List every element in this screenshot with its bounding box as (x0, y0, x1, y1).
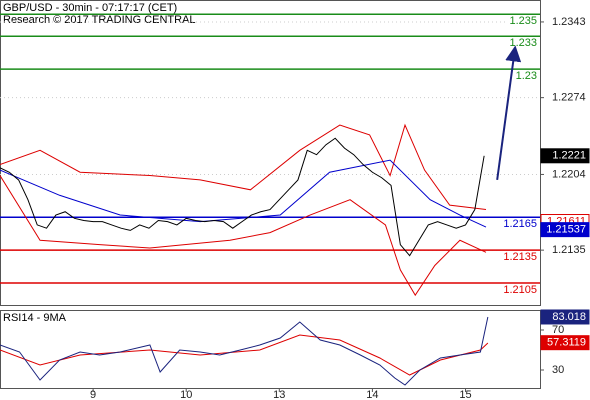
y-tick-label: 30 (552, 364, 564, 376)
y-tick-label: 1.2274 (552, 92, 586, 104)
series-line (0, 159, 487, 228)
series-line (0, 334, 489, 376)
series-line (496, 45, 522, 181)
rsi-frame (0, 310, 541, 389)
value-box (540, 222, 590, 238)
main-frame (0, 0, 541, 306)
series-line (0, 316, 489, 386)
y-tick-label: 70 (552, 324, 564, 336)
x-tick-label: 15 (459, 389, 471, 400)
value-box (540, 148, 590, 164)
y-tick-label: 1.2343 (552, 16, 586, 28)
level-label: 1.235 (509, 15, 537, 27)
value-box-label: 57.3119 (547, 337, 586, 349)
x-tick-label: 10 (180, 389, 192, 400)
level-label: 1.2165 (503, 218, 537, 230)
value-box-label: 83.018 (552, 311, 586, 323)
x-tick-label: 9 (90, 389, 96, 400)
value-box (540, 335, 590, 351)
value-box-label: 1.21537 (546, 224, 586, 236)
y-tick-label: 1.2204 (552, 168, 586, 180)
level-label-bg (501, 218, 539, 231)
value-box-label: 1.2221 (552, 150, 586, 162)
level-label-bg (507, 15, 539, 28)
x-tick-label: 13 (273, 389, 285, 400)
series-line (0, 123, 487, 211)
level-label: 1.2135 (503, 251, 537, 263)
value-box (540, 309, 590, 325)
series-line (0, 175, 487, 297)
level-label-bg (501, 251, 539, 264)
chart-title: GBP/USD - 30min - 07:17:17 (CET) (3, 2, 177, 14)
series-line (0, 137, 485, 257)
rsi-title: RSI14 - 9MA (3, 312, 67, 324)
level-label: 1.23 (516, 70, 537, 82)
chart-subtitle: Research © 2017 TRADING CENTRAL (3, 14, 196, 26)
level-label: 1.2105 (503, 284, 537, 296)
level-label-bg (513, 70, 539, 83)
y-tick-label: 1.2135 (552, 244, 586, 256)
level-label-bg (501, 283, 539, 296)
x-tick-label: 14 (366, 389, 378, 400)
level-label: 1.233 (509, 37, 537, 49)
